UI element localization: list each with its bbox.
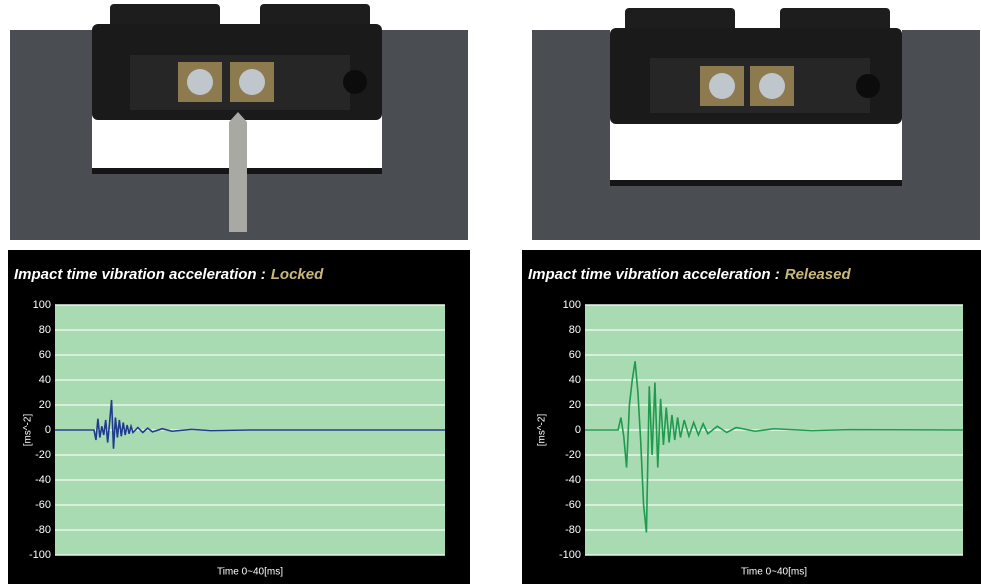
y-tick-label: 20	[39, 399, 51, 411]
y-tick-label: -40	[35, 474, 51, 486]
signal-line	[585, 361, 964, 533]
x-axis-label: Time 0~40[ms]	[217, 567, 283, 578]
y-tick-label: -80	[565, 524, 581, 536]
x-axis-label: Time 0~40[ms]	[741, 567, 807, 578]
y-tick-label: 60	[39, 349, 51, 361]
y-tick-label: 20	[569, 399, 581, 411]
signal-line	[55, 399, 445, 449]
y-tick-label: -100	[559, 549, 581, 561]
y-tick-label: 80	[569, 324, 581, 336]
y-tick-label: -60	[565, 499, 581, 511]
y-axis-label: [ms^-2]	[23, 414, 34, 447]
photo-locked	[10, 4, 468, 240]
y-axis-label: [ms^-2]	[537, 414, 548, 447]
chart-title: Impact time vibration acceleration : Rele…	[528, 266, 851, 283]
y-tick-label: -40	[565, 474, 581, 486]
chart-title: Impact time vibration acceleration : Lock…	[14, 266, 324, 283]
y-tick-label: 0	[45, 424, 51, 436]
title-text: Impact time vibration acceleration :	[14, 266, 266, 283]
y-tick-label: -20	[565, 449, 581, 461]
y-tick-label: 40	[569, 374, 581, 386]
title-status: Released	[785, 266, 852, 283]
y-tick-label: -80	[35, 524, 51, 536]
title-status: Locked	[271, 266, 324, 283]
y-tick-label: -60	[35, 499, 51, 511]
y-tick-label: 40	[39, 374, 51, 386]
y-tick-label: 100	[33, 299, 51, 311]
y-tick-label: 0	[575, 424, 581, 436]
y-tick-label: 80	[39, 324, 51, 336]
y-tick-label: -20	[35, 449, 51, 461]
photo-released	[532, 8, 980, 240]
y-tick-label: 100	[563, 299, 581, 311]
title-text: Impact time vibration acceleration :	[528, 266, 780, 283]
y-tick-label: -100	[29, 549, 51, 561]
y-tick-label: 60	[569, 349, 581, 361]
